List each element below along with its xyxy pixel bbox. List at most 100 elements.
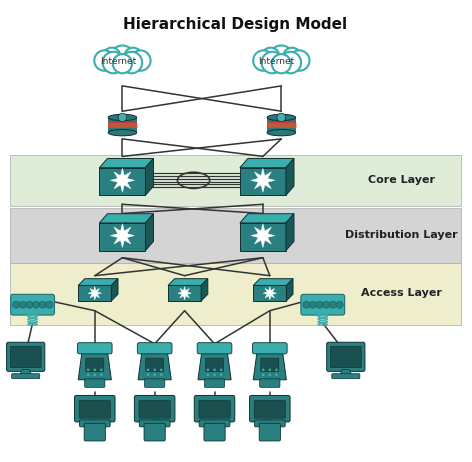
FancyBboxPatch shape: [11, 294, 54, 315]
Polygon shape: [138, 353, 171, 380]
Circle shape: [87, 374, 89, 376]
Circle shape: [26, 301, 33, 308]
FancyBboxPatch shape: [199, 401, 230, 418]
FancyBboxPatch shape: [84, 423, 105, 441]
Circle shape: [220, 369, 222, 371]
Polygon shape: [111, 279, 118, 301]
FancyBboxPatch shape: [10, 346, 41, 368]
Polygon shape: [168, 279, 208, 286]
FancyBboxPatch shape: [75, 395, 115, 422]
Circle shape: [94, 50, 115, 71]
Text: Core Layer: Core Layer: [368, 176, 435, 185]
Circle shape: [275, 369, 278, 371]
Polygon shape: [240, 214, 294, 223]
Text: Internet: Internet: [100, 57, 136, 66]
Polygon shape: [198, 353, 231, 380]
Circle shape: [213, 369, 216, 371]
Polygon shape: [201, 279, 208, 301]
Circle shape: [113, 54, 132, 73]
FancyBboxPatch shape: [254, 420, 285, 427]
Circle shape: [93, 369, 96, 371]
Circle shape: [277, 113, 286, 122]
Circle shape: [46, 301, 53, 308]
Polygon shape: [100, 214, 153, 223]
Polygon shape: [339, 370, 352, 376]
FancyBboxPatch shape: [137, 343, 172, 354]
Polygon shape: [240, 168, 286, 195]
Circle shape: [87, 369, 89, 371]
FancyBboxPatch shape: [9, 208, 461, 263]
Text: Internet: Internet: [259, 57, 295, 66]
FancyBboxPatch shape: [261, 358, 279, 371]
Polygon shape: [91, 420, 99, 423]
FancyBboxPatch shape: [146, 358, 164, 371]
FancyBboxPatch shape: [144, 379, 165, 387]
Polygon shape: [100, 168, 145, 195]
Polygon shape: [287, 279, 293, 301]
FancyBboxPatch shape: [9, 155, 461, 206]
Circle shape: [275, 374, 278, 376]
Ellipse shape: [267, 114, 295, 121]
Circle shape: [147, 369, 149, 371]
Ellipse shape: [267, 129, 295, 136]
Polygon shape: [168, 286, 201, 301]
Polygon shape: [151, 420, 158, 423]
FancyBboxPatch shape: [267, 122, 295, 127]
FancyBboxPatch shape: [204, 423, 225, 441]
Polygon shape: [263, 286, 277, 300]
Circle shape: [213, 374, 216, 376]
Circle shape: [160, 374, 162, 376]
Circle shape: [207, 369, 209, 371]
FancyBboxPatch shape: [194, 395, 235, 422]
Circle shape: [153, 369, 156, 371]
Circle shape: [153, 374, 156, 376]
Polygon shape: [251, 168, 275, 192]
Circle shape: [124, 48, 142, 66]
Polygon shape: [211, 420, 218, 423]
Circle shape: [33, 301, 40, 308]
Circle shape: [316, 301, 323, 308]
Circle shape: [118, 113, 126, 122]
Polygon shape: [100, 158, 153, 168]
FancyBboxPatch shape: [77, 343, 112, 354]
Circle shape: [39, 301, 46, 308]
Circle shape: [93, 374, 96, 376]
Circle shape: [121, 52, 142, 73]
Circle shape: [130, 50, 151, 71]
FancyBboxPatch shape: [7, 342, 45, 371]
Polygon shape: [110, 224, 135, 248]
FancyBboxPatch shape: [139, 420, 170, 427]
FancyBboxPatch shape: [197, 343, 232, 354]
Circle shape: [269, 369, 271, 371]
Circle shape: [279, 52, 301, 73]
Polygon shape: [78, 279, 118, 286]
Polygon shape: [253, 286, 287, 301]
Polygon shape: [286, 158, 294, 195]
FancyBboxPatch shape: [12, 374, 40, 379]
FancyBboxPatch shape: [301, 294, 345, 315]
FancyBboxPatch shape: [86, 358, 104, 371]
Circle shape: [269, 374, 271, 376]
Circle shape: [100, 374, 102, 376]
FancyBboxPatch shape: [144, 423, 165, 441]
FancyBboxPatch shape: [108, 117, 137, 133]
Circle shape: [102, 48, 121, 66]
Circle shape: [147, 374, 149, 376]
Circle shape: [329, 301, 337, 308]
Polygon shape: [88, 286, 101, 300]
Circle shape: [323, 301, 330, 308]
Polygon shape: [19, 370, 32, 376]
Polygon shape: [145, 214, 153, 250]
Circle shape: [13, 301, 20, 308]
Circle shape: [261, 48, 279, 66]
FancyBboxPatch shape: [199, 420, 230, 427]
Polygon shape: [251, 224, 275, 248]
FancyBboxPatch shape: [330, 346, 361, 368]
Circle shape: [262, 369, 264, 371]
Circle shape: [283, 48, 301, 66]
FancyBboxPatch shape: [253, 343, 287, 354]
Circle shape: [289, 50, 310, 71]
Polygon shape: [110, 168, 135, 192]
FancyBboxPatch shape: [204, 379, 225, 387]
Polygon shape: [240, 223, 286, 250]
